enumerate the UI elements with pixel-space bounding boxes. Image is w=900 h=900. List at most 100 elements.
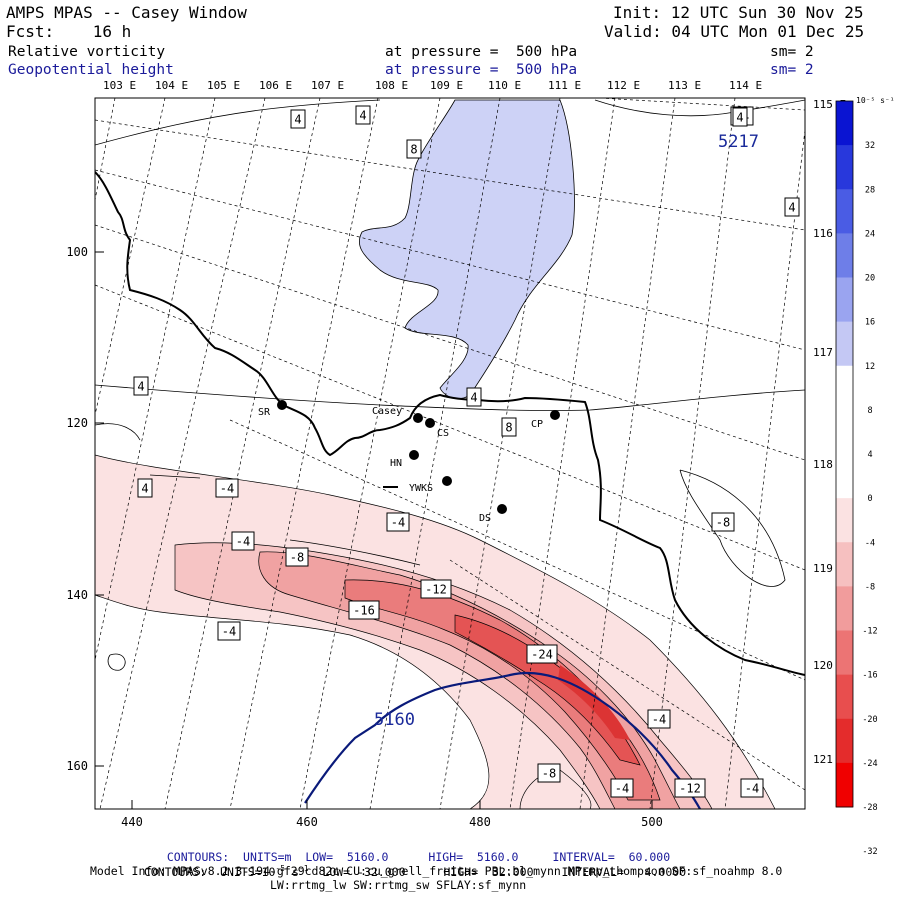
height-label-5217: 5217 — [718, 132, 759, 152]
vorticity-label-box — [711, 512, 735, 532]
vorticity-label: -4 — [652, 713, 666, 727]
field1-name: Relative vorticity — [8, 44, 166, 60]
vorticity-label: 4 — [736, 111, 743, 125]
vorticity-label-box — [740, 778, 764, 798]
vorticity-label: 4 — [137, 380, 144, 394]
colorbar-segment — [836, 233, 853, 278]
colorbar-segment — [836, 718, 853, 764]
field1-smoothing: sm= 2 — [770, 44, 814, 60]
footer-model-info-2: LW:rrtmg_lw SW:rrtmg_sw SFLAY:sf_mynn — [270, 878, 527, 892]
lon-label: 111 E — [548, 79, 581, 92]
station-label-sr: SR — [258, 407, 271, 418]
footer-vort-interval: INTERVAL= 4.0000 — [561, 864, 687, 879]
footer-vort-exp: -5 — [275, 864, 286, 873]
footer-vort-high: HIGH= 32.000 — [443, 864, 534, 879]
vorticity-label-box — [537, 763, 561, 783]
colorbar-tick-label: -16 — [862, 671, 877, 681]
y-tick-label: 160 — [66, 759, 88, 773]
vorticity-label: -8 — [716, 516, 730, 530]
vorticity-label-box — [526, 644, 558, 664]
station-label-cp: CP — [531, 419, 543, 430]
colorbar-segment — [836, 321, 853, 367]
footer-height-low: CONTOURS: UNITS=m LOW= 5160.0 — [166, 850, 389, 864]
vorticity-label-box — [610, 778, 634, 798]
height-contour-labels: 5217 5160 — [374, 132, 759, 730]
vorticity-label: 4 — [470, 391, 477, 405]
colorbar-segment — [836, 630, 853, 676]
station-marker — [442, 476, 452, 486]
height-contours — [304, 671, 701, 809]
colorbar-unit: 10⁻⁵ s⁻¹ — [856, 96, 895, 105]
stations: SR Casey CS CP HN YWKS DS — [258, 400, 560, 524]
footer-height-contours: CONTOURS: UNITS=m LOW= 5160.0 HIGH= 5160.… — [153, 836, 670, 864]
colorbar-tick-label: 4 — [867, 450, 872, 460]
vorticity-contour-labels: 4 4 8 4 4 4 8 4 -4 -4 -4 -4 -8 -12 -16 -8 -4 -24 -8 -4 -4 -12… — [133, 105, 800, 798]
colorbar-tick-label: 32 — [865, 141, 875, 151]
colorbar-tick-label: -28 — [862, 803, 877, 813]
map-title: AMPS MPAS -- Casey Window — [6, 3, 247, 22]
x-tick-label: 460 — [296, 815, 318, 829]
station-label-cs: CS — [437, 428, 449, 439]
vorticity-label-box — [348, 600, 380, 620]
vorticity-label-box — [290, 109, 306, 129]
colorbar-tick-label: 16 — [865, 318, 875, 328]
colorbar-segment — [836, 674, 853, 720]
x-tick-label: 500 — [641, 815, 663, 829]
lon-label: 105 E — [207, 79, 240, 92]
y-axis-labels: 100 120 140 160 — [66, 245, 88, 773]
vorticity-label: -8 — [290, 551, 304, 565]
lon-label: 106 E — [259, 79, 292, 92]
station-marker — [409, 450, 419, 460]
vorticity-label: -16 — [353, 604, 375, 618]
x-axis-labels: 440 460 480 500 — [121, 815, 663, 829]
colorbar-segment — [836, 145, 853, 190]
vorticity-label: 4 — [141, 482, 148, 496]
vorticity-label-box — [466, 387, 482, 407]
footer-vort-exp2: -1 — [298, 864, 309, 873]
vorticity-label-box — [420, 579, 452, 599]
vorticity-label-box — [137, 478, 153, 498]
vorticity-label-box — [133, 376, 149, 396]
vorticity-label-box — [784, 197, 800, 217]
lon-label: 112 E — [607, 79, 640, 92]
field1-level: at pressure = 500 hPa — [385, 44, 578, 60]
vorticity-label: -4 — [391, 516, 405, 530]
vorticity-label: -4 — [745, 782, 759, 796]
vorticity-label-box — [215, 478, 239, 498]
vorticity-label: 8 — [505, 421, 512, 435]
vorticity-label: 4 — [359, 109, 366, 123]
y-tick-label: 100 — [66, 245, 88, 259]
vorticity-label-box — [217, 621, 241, 641]
colorbar-tick-label: 24 — [865, 229, 875, 239]
field2-name: Geopotential height — [8, 62, 174, 78]
lon-label: 109 E — [430, 79, 463, 92]
station-label-hn: HN — [390, 458, 402, 469]
footer-height-high: HIGH= 5160.0 — [428, 850, 519, 864]
vorticity-label: 8 — [410, 143, 417, 157]
colorbar-tick-label: 0 — [867, 494, 872, 504]
footer-model-info: Model Info: MPASv8.2.3-194-gf29cd82c CU:… — [90, 864, 783, 878]
station-label-ywks: YWKS — [409, 483, 433, 494]
init-time: Init: 12 UTC Sun 30 Nov 25 — [613, 3, 864, 22]
colorbar-segment — [836, 762, 853, 808]
vorticity-label-box — [231, 531, 255, 551]
colorbar-segment — [836, 586, 853, 631]
forecast-hour: Fcst: 16 h — [6, 22, 132, 41]
vorticity-label: -4 — [615, 782, 629, 796]
colorbar-tick-label: -24 — [862, 759, 877, 769]
footer-height-interval: INTERVAL= 60.000 — [552, 850, 671, 864]
vorticity-label-box — [501, 417, 517, 437]
vorticity-label: -4 — [222, 625, 236, 639]
positive-vorticity-shading — [358, 99, 575, 399]
lon-label: 108 E — [375, 79, 408, 92]
colorbar-tick-label: -8 — [865, 582, 875, 592]
colorbar-frame — [835, 100, 854, 808]
colorbar-tick-label: 8 — [867, 406, 872, 416]
y-tick-label: 120 — [66, 416, 88, 430]
vorticity-label-box — [406, 139, 422, 159]
station-marker — [425, 418, 435, 428]
vorticity-label: -4 — [236, 535, 250, 549]
lon-label: 104 E — [155, 79, 188, 92]
station-marker — [413, 413, 423, 423]
vorticity-label-box — [386, 512, 410, 532]
